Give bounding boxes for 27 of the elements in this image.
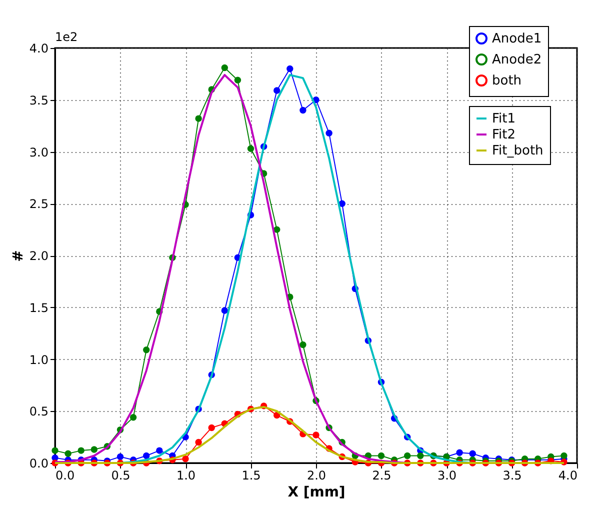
y-tick-label: 2.0	[29, 249, 48, 263]
y-tick-label: 1.0	[29, 352, 48, 367]
x-tick-label: 3.5	[502, 468, 522, 482]
legend-label: both	[492, 74, 522, 88]
legend-label: Fit_both	[492, 144, 544, 158]
x-axis-title: X [mm]	[288, 484, 346, 500]
y-tick-label: 3.5	[29, 93, 48, 108]
x-tick-label: 2.0	[306, 468, 326, 482]
x-tick-label: 4.0	[558, 468, 578, 482]
x-tick-label: 1.5	[242, 468, 261, 482]
x-tick-label: 0.0	[56, 468, 75, 482]
legend-label: Fit2	[492, 128, 516, 142]
x-tick-label: 2.5	[372, 468, 392, 482]
legend-label: Anode1	[492, 32, 542, 46]
x-tick-label: 1.0	[176, 468, 196, 482]
y-tick-label: 3.0	[29, 145, 48, 160]
y-axis-title: #	[10, 250, 26, 262]
y-tick-label: 1.5	[29, 300, 48, 315]
text: 1e2	[55, 30, 78, 44]
legend-label: Fit1	[492, 112, 516, 126]
x-tick-label: 0.5	[111, 468, 130, 482]
y-tick-label: 4.0	[29, 42, 48, 56]
x-tick-label: 3.0	[437, 468, 457, 482]
y-tick-label: 0.5	[29, 404, 48, 419]
legend-label: Anode2	[492, 52, 542, 68]
y-tick-label: 0.0	[29, 456, 48, 470]
y-tick-label: 2.5	[29, 197, 48, 212]
